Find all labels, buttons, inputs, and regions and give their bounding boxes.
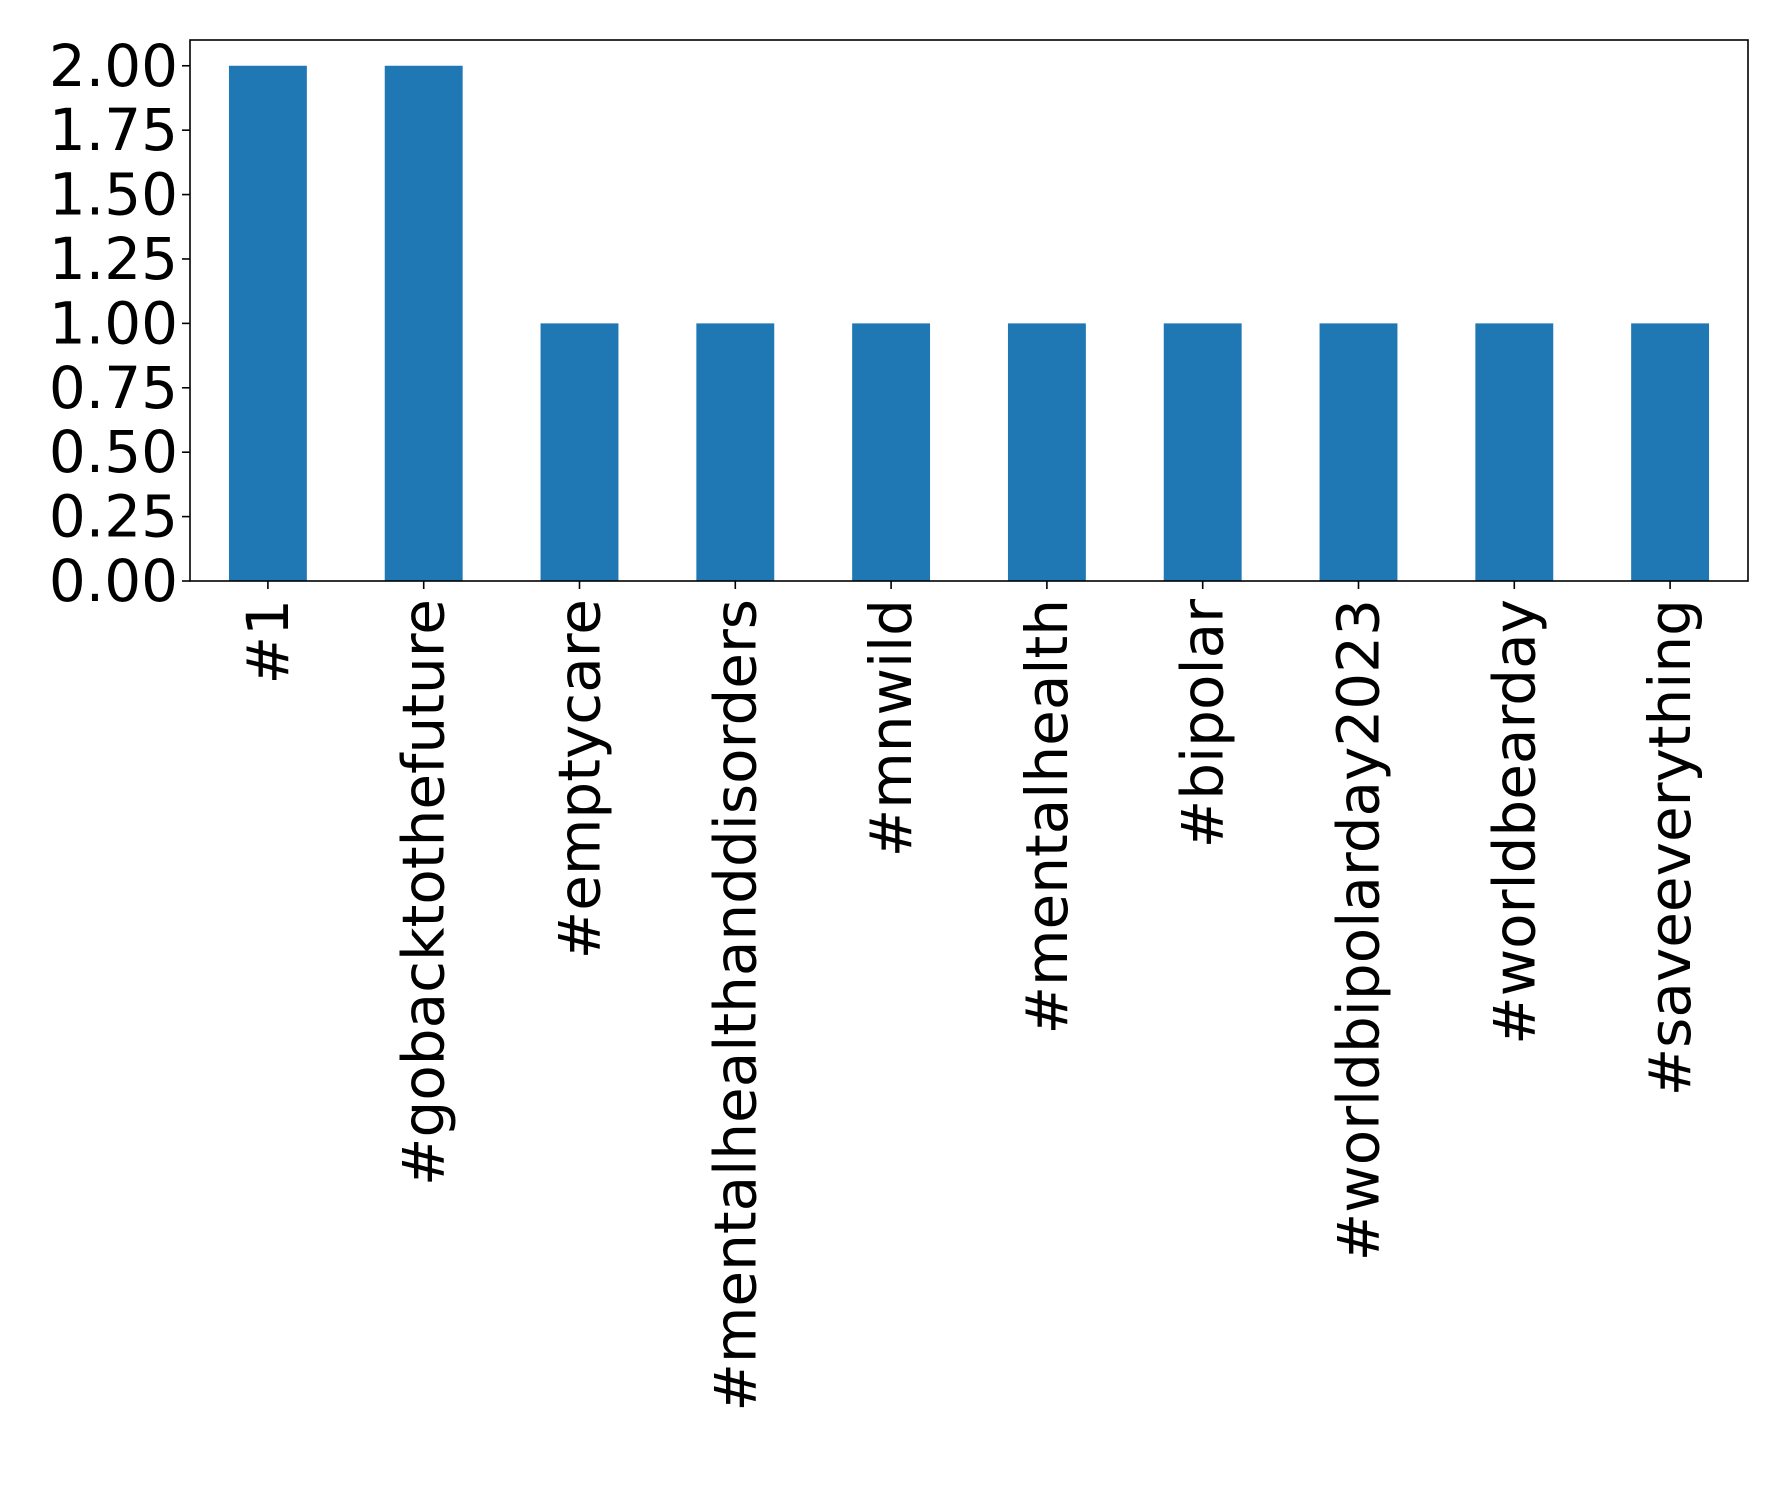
bar-4 bbox=[852, 323, 931, 581]
x-tick-label: #worldbearday bbox=[1480, 599, 1548, 1045]
x-tick-label: #mentalhealthanddisorders bbox=[701, 599, 769, 1412]
bar-2 bbox=[540, 323, 619, 581]
x-tick-label: #1 bbox=[234, 599, 302, 685]
x-tick-label: #emptycare bbox=[546, 599, 614, 959]
y-tick-label: 0.50 bbox=[49, 418, 178, 486]
bar-5 bbox=[1007, 323, 1086, 581]
y-tick-label: 2.00 bbox=[49, 32, 178, 100]
y-tick-label: 1.75 bbox=[49, 96, 178, 164]
bar-0 bbox=[228, 65, 307, 581]
y-tick-label: 0.75 bbox=[49, 354, 178, 422]
x-tick-label: #worldbipolarday2023 bbox=[1325, 599, 1393, 1261]
x-axis: #1 #gobacktothefuture #emptycare #mentalhea… bbox=[234, 581, 1704, 1412]
y-tick-label: 1.00 bbox=[49, 289, 178, 357]
bar-9 bbox=[1631, 323, 1710, 581]
x-tick-label: #saveeverything bbox=[1636, 599, 1704, 1096]
y-tick-label: 1.50 bbox=[49, 161, 178, 229]
x-tick-label: #gobacktothefuture bbox=[390, 599, 458, 1186]
bar-8 bbox=[1475, 323, 1554, 581]
axes-frame bbox=[189, 39, 1749, 582]
y-tick-label: 1.25 bbox=[49, 225, 178, 293]
bar-7 bbox=[1319, 323, 1398, 581]
y-tick-label: 0.00 bbox=[49, 547, 178, 615]
bar-1 bbox=[384, 65, 463, 581]
y-tick-label: 0.25 bbox=[49, 483, 178, 551]
bars-group bbox=[228, 65, 1710, 581]
x-tick-label: #bipolar bbox=[1169, 599, 1237, 848]
x-tick-label: #mnwild bbox=[857, 599, 925, 857]
x-tick-label: #mentalhealth bbox=[1013, 599, 1081, 1035]
bar-6 bbox=[1163, 323, 1242, 581]
y-axis: 0.000.250.500.751.001.251.501.752.00 bbox=[49, 32, 190, 615]
bar-3 bbox=[696, 323, 775, 581]
